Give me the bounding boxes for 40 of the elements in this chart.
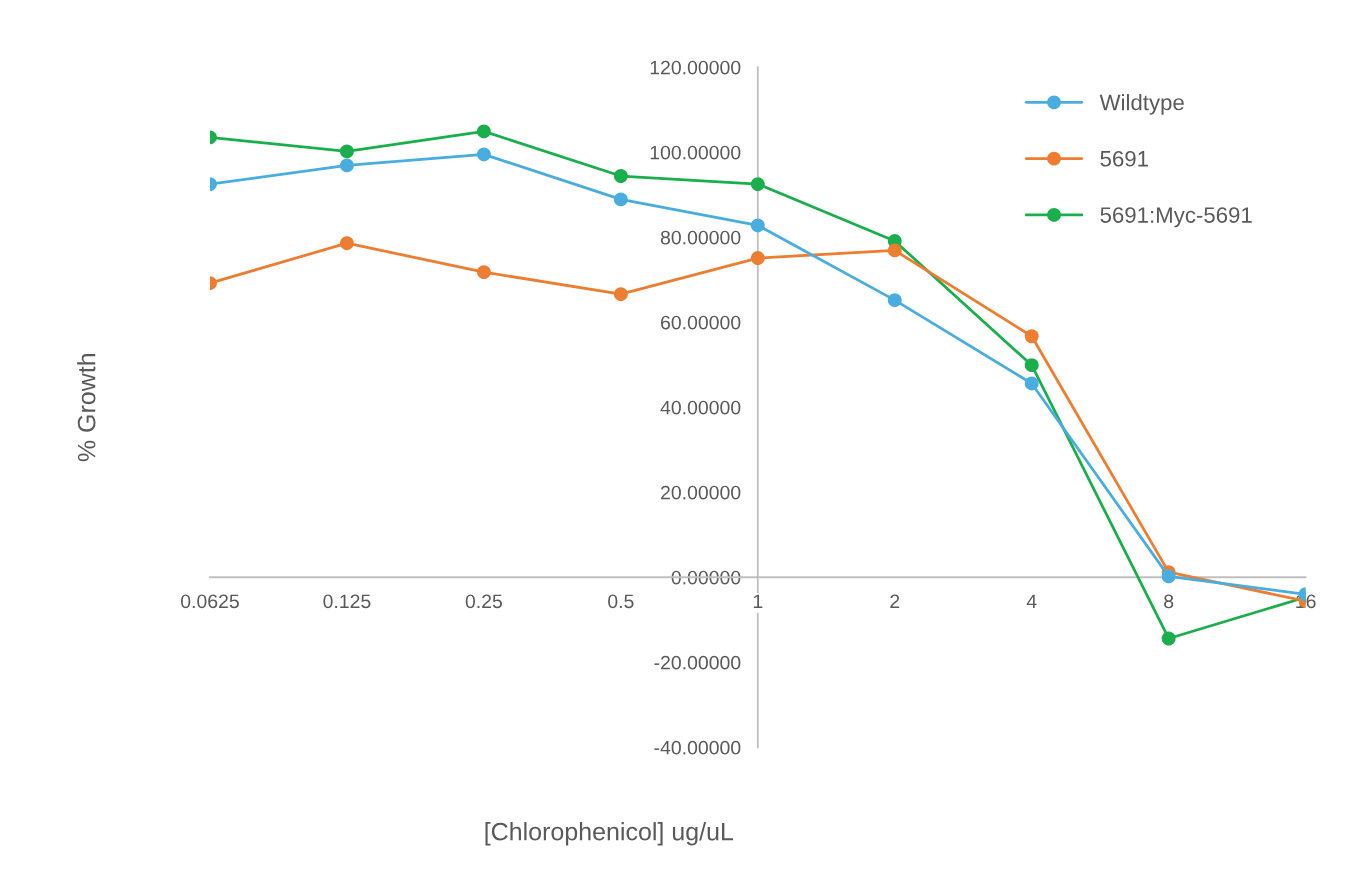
point [887,293,902,308]
y-tick-label: 120.00000 [650,60,741,75]
point [1024,376,1039,391]
point [339,158,354,173]
point [339,236,354,251]
x-tick-label: 0.0625 [181,594,239,609]
x-tick-label: 4 [1026,594,1037,609]
point [1161,631,1176,646]
point [613,287,628,302]
legend-label: 5691:Myc-5691 [1100,207,1252,228]
y-tick-label: -20.00000 [654,655,741,670]
x-tick-label: 0.25 [465,594,502,609]
point [750,251,765,266]
point [750,218,765,233]
y-tick-label: 20.00000 [661,485,741,500]
point [613,192,628,207]
y-tick-label: 40.00000 [660,400,741,415]
y-tick-label: 100.00000 [650,145,741,160]
y-tick-label: -40.00000 [654,740,741,755]
point [1024,329,1039,344]
x-axis-title: [Chlorophenicol] ug/uL [485,822,734,846]
x-tick-label: 0.125 [323,594,371,609]
point [750,177,765,192]
x-tick-label: 1 [753,594,763,609]
legend-label: Wildtype [1099,94,1184,115]
point [476,124,491,139]
point [476,147,491,162]
point [1161,569,1176,584]
y-axis-title: % Growth [77,354,96,462]
y-tick-label: 80.00000 [660,230,741,245]
point [1024,358,1039,373]
point [613,169,628,183]
x-tick-label: 2 [890,594,900,609]
point [339,144,354,159]
legend-label: 5691 [1100,150,1148,167]
point [476,265,491,280]
point [887,243,902,258]
x-tick-label: 0.5 [608,594,634,609]
x-tick-label: 8 [1164,594,1174,609]
y-tick-label: 60.00000 [661,315,741,330]
